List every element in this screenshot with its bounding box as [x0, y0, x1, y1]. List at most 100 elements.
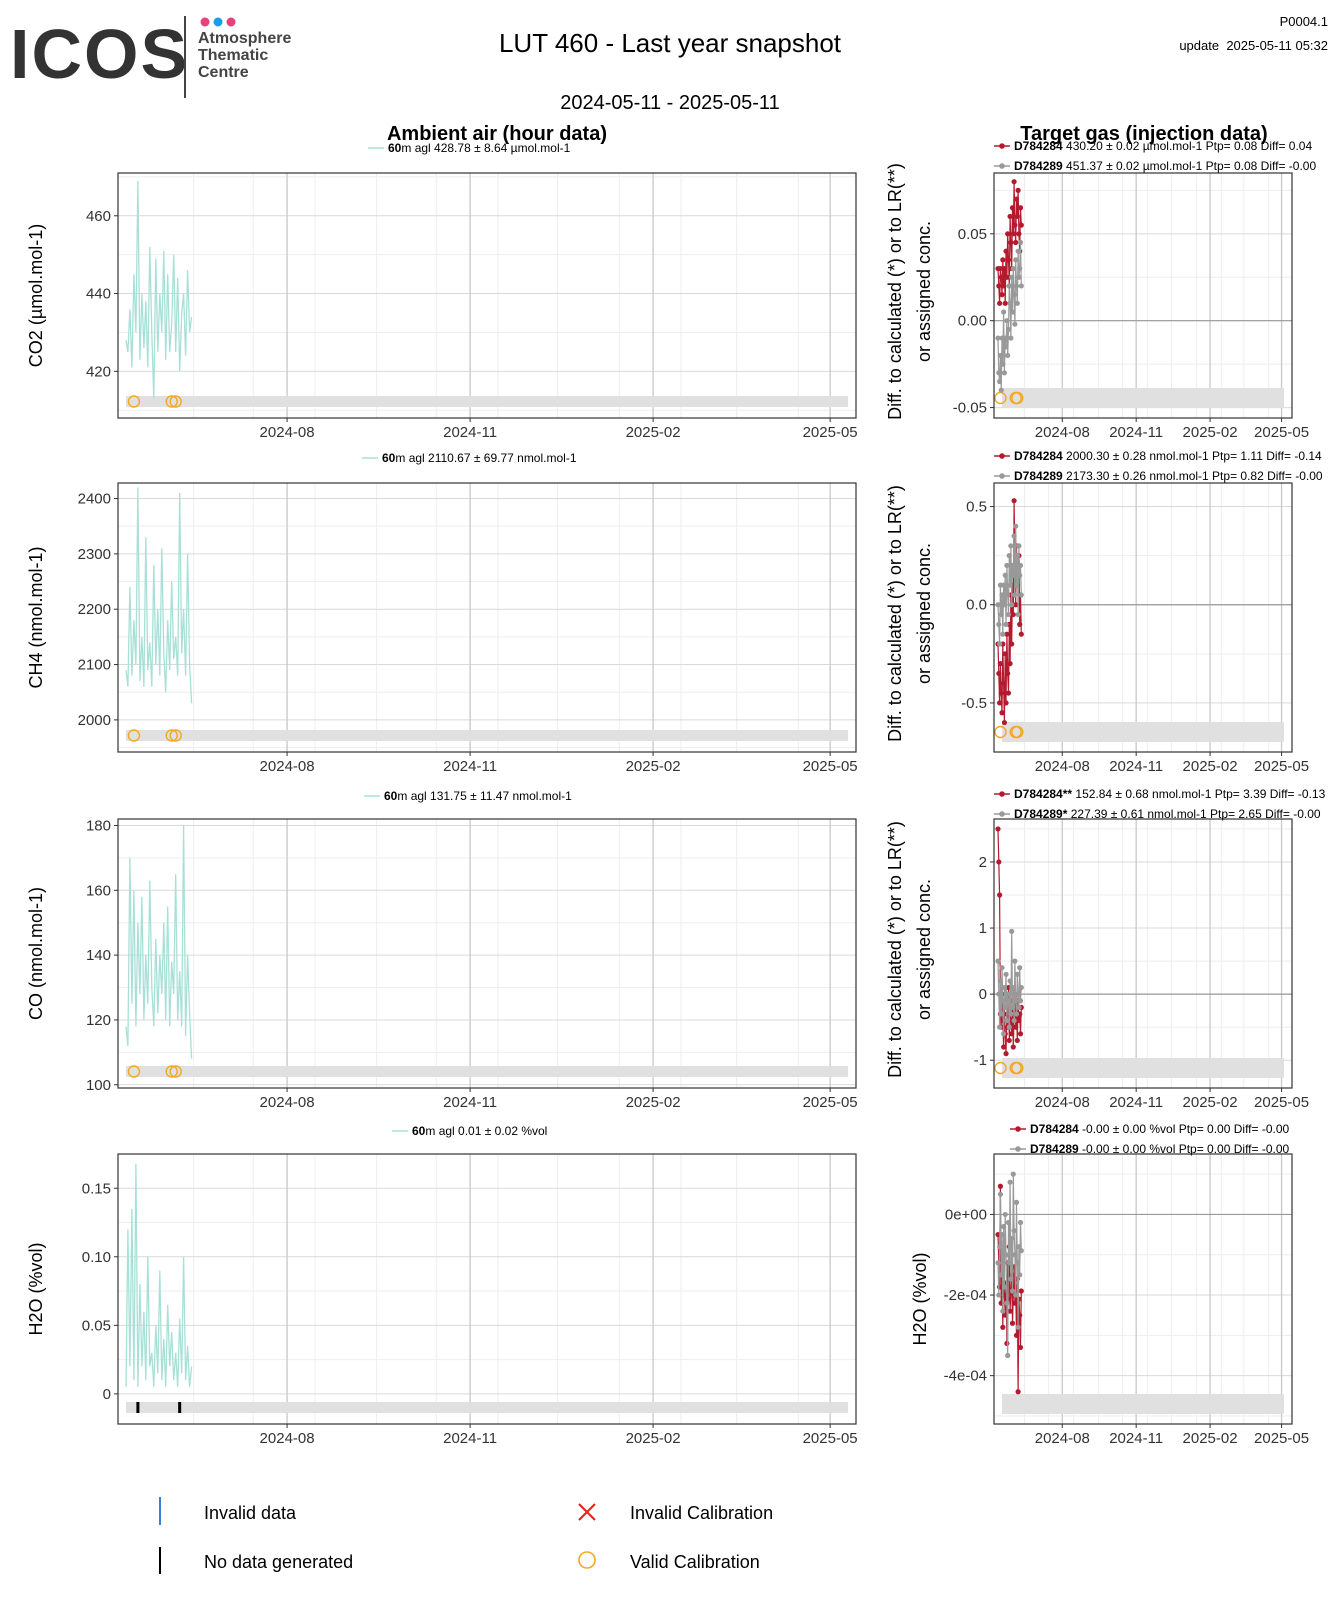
series-name: 60	[382, 451, 396, 465]
series-stat: 2173.30 ± 0.26 nmol.mol-1 Ptp= 0.82 Diff…	[1063, 469, 1323, 483]
y-tick-label: 100	[86, 1077, 111, 1094]
y-tick-label: -1	[974, 1052, 987, 1069]
target-point	[1005, 1352, 1011, 1359]
target-point	[998, 690, 1004, 696]
target-point	[1002, 1004, 1008, 1010]
target-point	[1001, 1031, 1007, 1037]
y-tick-label: 180	[86, 817, 111, 834]
target-point	[1004, 1017, 1010, 1024]
target-point	[1005, 611, 1012, 618]
target-point	[1000, 361, 1006, 367]
target-point	[996, 670, 1002, 677]
target-point	[997, 300, 1003, 306]
target-point	[1010, 1044, 1016, 1050]
x-tick-label: 2024-11	[443, 1094, 497, 1111]
target-point	[1002, 651, 1008, 657]
series-legend: D784289* 227.39 ± 0.61 nmol.mol-1 Ptp= 2…	[1014, 807, 1321, 821]
y-tick-label: 160	[86, 882, 111, 899]
plot-border	[117, 482, 857, 753]
target-point	[997, 978, 1004, 984]
legend-valid-calibration: Valid Calibration	[630, 1552, 760, 1572]
target-point	[997, 1183, 1004, 1189]
target-point	[1005, 690, 1012, 696]
target-point	[998, 1011, 1004, 1017]
target-point	[1018, 222, 1024, 228]
y-tick-label: 0	[979, 986, 987, 1003]
x-tick-label: 2024-11	[1109, 758, 1163, 775]
y-tick-label: 0.15	[82, 1180, 111, 1197]
target-point	[1006, 553, 1012, 559]
target-point	[1001, 309, 1007, 315]
series-legend: D784284 -0.00 ± 0.00 %vol Ptp= 0.00 Diff…	[1030, 1122, 1290, 1136]
target-point	[998, 611, 1004, 618]
target-point	[1009, 928, 1015, 934]
target-point	[1010, 265, 1016, 272]
target-point	[1012, 222, 1018, 228]
target-point	[1011, 292, 1017, 298]
x-tick-label: 2025-05	[803, 758, 858, 775]
target-point	[1015, 1324, 1021, 1330]
page-code: P0004.1	[1279, 14, 1328, 29]
target-point	[1011, 1017, 1017, 1024]
valid-calibration-marker	[169, 1065, 182, 1078]
target-point	[1013, 257, 1019, 263]
series-legend: D784284 2000.30 ± 0.28 nmol.mol-1 Ptp= 1…	[1014, 449, 1322, 463]
x-tick-label: 2024-11	[443, 424, 497, 441]
target-point	[1004, 318, 1010, 324]
valid-calibration-marker	[994, 725, 1007, 739]
x-tick-label: 2025-02	[1183, 758, 1238, 775]
x-tick-label: 2024-08	[260, 758, 315, 775]
target-point	[1017, 239, 1024, 246]
series-legend: 60m agl 131.75 ± 11.47 nmol.mol-1	[384, 789, 572, 803]
series-name: D784289	[1014, 159, 1063, 173]
y-tick-label: -0.05	[953, 400, 987, 417]
legend-invalid-calibration: Invalid Calibration	[630, 1503, 773, 1523]
status-band	[126, 1066, 848, 1077]
target-point	[1010, 611, 1016, 618]
target-point	[1001, 680, 1007, 686]
target-point	[1009, 641, 1015, 647]
target-point	[1002, 572, 1008, 578]
series-legend: D784289 -0.00 ± 0.00 %vol Ptp= 0.00 Diff…	[1030, 1142, 1290, 1156]
target-point	[1007, 1308, 1013, 1314]
x-tick-label: 2024-11	[443, 758, 497, 775]
status-band	[126, 396, 848, 407]
status-band	[1002, 1058, 1284, 1078]
legend-invalid-data: Invalid data	[204, 1503, 297, 1523]
target-point	[1005, 326, 1012, 332]
y-axis-label: CO (nmol.mol-1)	[26, 887, 46, 1020]
series-name: 60	[384, 789, 398, 803]
target-point	[1001, 582, 1007, 588]
target-point	[1000, 998, 1006, 1004]
target-point	[997, 641, 1003, 647]
target-point	[995, 602, 1001, 608]
target-point	[998, 387, 1004, 393]
target-point	[1007, 1179, 1013, 1185]
logo-dot	[213, 17, 223, 27]
target-point	[1016, 1017, 1022, 1024]
invalid-calibration-key-icon	[578, 1503, 596, 1521]
valid-calibration-marker	[1011, 725, 1024, 739]
target-point	[1004, 631, 1010, 637]
series-legend: 60m agl 428.78 ± 8.64 µmol.mol-1	[388, 141, 571, 155]
logo-dot	[200, 17, 210, 27]
y-axis-label: or assigned conc.	[914, 543, 934, 684]
series-legend: D784284 430.20 ± 0.02 µmol.mol-1 Ptp= 0.…	[1014, 139, 1312, 153]
y-tick-label: 2000	[78, 712, 111, 729]
target-point	[1004, 274, 1010, 280]
target-point	[1007, 978, 1013, 984]
target-point	[1005, 991, 1011, 997]
x-tick-label: 2024-08	[1035, 758, 1090, 775]
valid-calibration-marker	[165, 1065, 178, 1078]
target-point	[1018, 984, 1024, 991]
target-point	[1011, 498, 1017, 504]
target-point	[1017, 1219, 1024, 1226]
series-name: D784289	[1030, 1142, 1079, 1156]
valid-calibration-marker	[1011, 391, 1024, 405]
valid-calibration-marker	[127, 1065, 141, 1078]
series-name: D784284**	[1014, 787, 1072, 801]
target-point	[1017, 1272, 1023, 1278]
target-point	[1001, 1284, 1008, 1290]
ambient-series-line	[125, 487, 193, 704]
